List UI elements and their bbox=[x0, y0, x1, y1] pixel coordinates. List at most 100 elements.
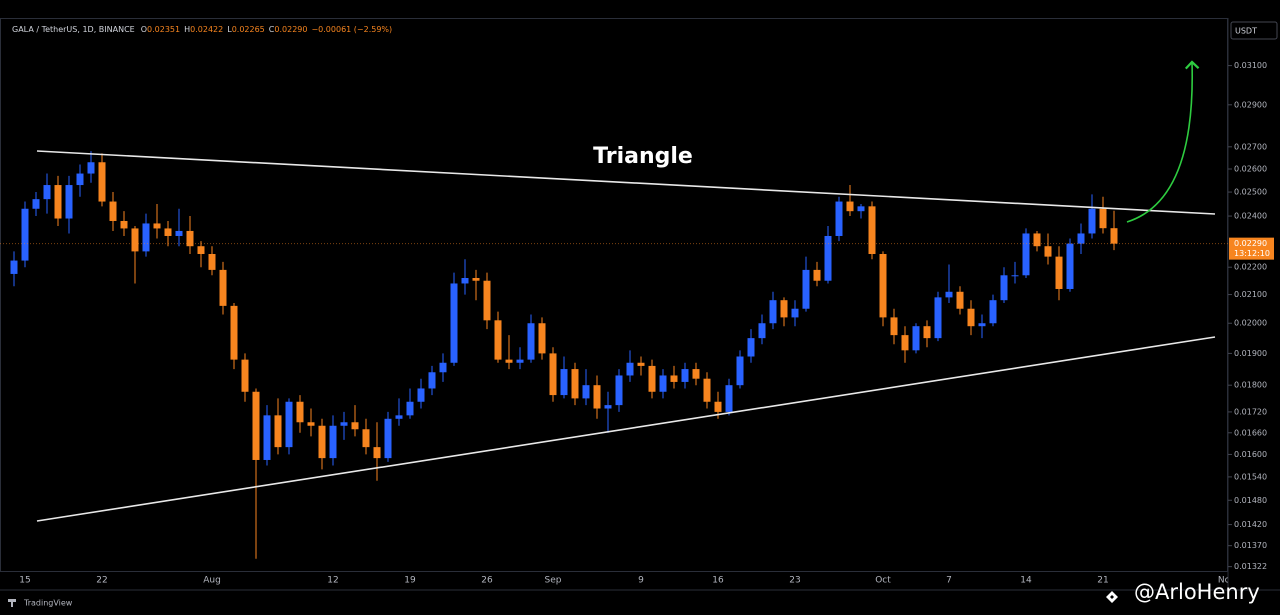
candle-body bbox=[1000, 275, 1008, 301]
x-tick-label: 16 bbox=[712, 576, 724, 586]
y-tick-label: 0.01720 bbox=[1234, 407, 1267, 416]
candle-body bbox=[274, 415, 282, 448]
currency[interactable]: USDT bbox=[1235, 27, 1257, 36]
candle-body bbox=[296, 401, 304, 423]
y-tick-label: 0.01480 bbox=[1234, 496, 1267, 505]
candle-body bbox=[87, 162, 95, 174]
candle-body bbox=[923, 326, 931, 339]
x-tick-label: Sep bbox=[545, 576, 562, 586]
candle-body bbox=[285, 401, 293, 448]
breakout-arrow bbox=[1126, 60, 1200, 223]
candle-body bbox=[340, 422, 348, 426]
candle-body bbox=[1022, 233, 1030, 276]
field-value: 0.02422 bbox=[190, 25, 223, 34]
candle-body bbox=[901, 335, 909, 351]
y-tick-label: 0.01322 bbox=[1234, 562, 1267, 571]
candle-body bbox=[406, 401, 414, 416]
candle-body bbox=[175, 230, 183, 236]
x-tick-label: 7 bbox=[946, 576, 952, 586]
watermark-logo bbox=[1106, 591, 1118, 603]
watermark: @ArloHenry bbox=[1134, 580, 1260, 604]
candle-body bbox=[395, 415, 403, 419]
candle-body bbox=[318, 425, 326, 459]
candle-body bbox=[208, 254, 216, 270]
candle-body bbox=[626, 362, 634, 376]
candle-body bbox=[241, 359, 249, 392]
candle-body bbox=[549, 353, 557, 396]
candle-body bbox=[780, 300, 788, 318]
y-tick-label: 0.02200 bbox=[1234, 263, 1267, 272]
candle-body bbox=[846, 201, 854, 212]
candle-body bbox=[450, 283, 458, 363]
candle-body bbox=[373, 447, 381, 459]
brand: TradingView bbox=[23, 599, 73, 608]
y-tick-label: 0.02100 bbox=[1234, 290, 1267, 299]
candle-body bbox=[307, 422, 315, 426]
x-tick-label: 12 bbox=[327, 576, 338, 586]
x-tick-label: 15 bbox=[19, 576, 30, 586]
y-tick-label: 0.02400 bbox=[1234, 212, 1267, 221]
candle-body bbox=[32, 199, 40, 209]
field-key: O bbox=[141, 25, 147, 34]
field-value: 0.02351 bbox=[147, 25, 180, 34]
candle-body bbox=[197, 246, 205, 255]
candle-body bbox=[1055, 256, 1063, 289]
lower-trend-line bbox=[36, 336, 1216, 522]
candle-body bbox=[120, 220, 128, 229]
candle-body bbox=[967, 308, 975, 327]
currency-button[interactable] bbox=[1230, 21, 1278, 40]
y-tick-label: 0.01800 bbox=[1234, 381, 1267, 390]
candle-body bbox=[516, 359, 524, 363]
candle-body bbox=[659, 375, 667, 392]
candle-body bbox=[747, 338, 755, 357]
candle-body bbox=[714, 401, 722, 412]
candle-body bbox=[43, 185, 51, 200]
candle-body bbox=[615, 375, 623, 406]
field-key: H bbox=[184, 25, 190, 34]
candle-body bbox=[186, 230, 194, 247]
candle-body bbox=[978, 323, 986, 327]
candle-body bbox=[1011, 275, 1019, 277]
field-value: 0.02265 bbox=[232, 25, 265, 34]
field-key: L bbox=[227, 25, 232, 34]
candle-body bbox=[164, 228, 172, 236]
candle-body bbox=[439, 362, 447, 373]
y-tick-label: 0.02000 bbox=[1234, 319, 1267, 328]
candle-body bbox=[98, 162, 106, 202]
candle-body bbox=[868, 206, 876, 255]
x-tick-label: 23 bbox=[789, 576, 800, 586]
time-axis: 15 22 Aug 12 19 26 Sep 9 16 23 Oct 7 14 21 No bbox=[19, 576, 1228, 586]
candle-body bbox=[351, 422, 359, 430]
candle-body bbox=[21, 208, 29, 261]
candle-body bbox=[219, 269, 227, 306]
candle-body bbox=[153, 223, 161, 229]
ohlc-fields: O0.02351 H0.02422 L0.02265 C0.02290 bbox=[141, 25, 308, 34]
field-key: C bbox=[269, 25, 275, 34]
candle-body bbox=[857, 206, 865, 212]
y-tick-label: 0.03100 bbox=[1234, 61, 1267, 70]
candle-body bbox=[461, 278, 469, 284]
candle-body bbox=[813, 269, 821, 281]
candle-body bbox=[912, 326, 920, 351]
candle-body bbox=[1088, 208, 1096, 234]
annotation: Triangle bbox=[593, 144, 693, 169]
x-tick-label: 19 bbox=[404, 576, 416, 586]
candle-body bbox=[263, 415, 271, 460]
candle-body bbox=[1077, 233, 1085, 244]
x-tick-label: 9 bbox=[638, 576, 644, 586]
plot bbox=[0, 151, 1228, 559]
candle-body bbox=[472, 278, 480, 281]
candle-body bbox=[362, 429, 370, 448]
candle-body bbox=[560, 369, 568, 396]
candle-body bbox=[1033, 233, 1041, 247]
candle-body bbox=[945, 291, 953, 298]
candle-body bbox=[1066, 243, 1074, 289]
candle-body bbox=[758, 323, 766, 339]
candle-body bbox=[527, 323, 535, 360]
candle-body bbox=[890, 317, 898, 336]
x-tick-label: 22 bbox=[96, 576, 107, 586]
candle-body bbox=[670, 375, 678, 382]
candle-body bbox=[384, 418, 392, 459]
x-tick-label: 21 bbox=[1097, 576, 1108, 586]
